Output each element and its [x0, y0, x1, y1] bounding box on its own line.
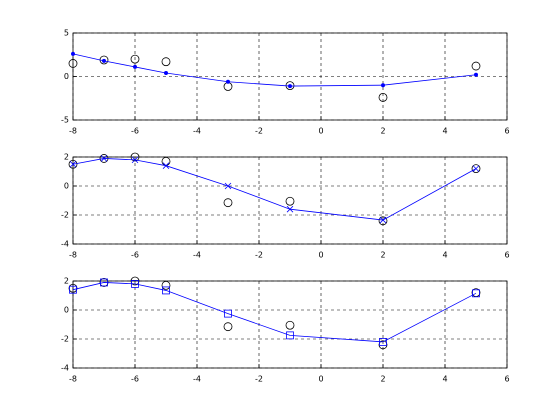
- fit-point: [100, 278, 108, 287]
- x-tick-label: 6: [504, 127, 509, 136]
- fit-point: [162, 286, 170, 295]
- x-tick-label: -8: [69, 127, 77, 136]
- x-tick-label: -2: [255, 127, 263, 136]
- y-tick-label: -4: [61, 364, 69, 373]
- axes-background: [73, 281, 507, 368]
- fit-point: [472, 289, 480, 298]
- fit-point: [162, 162, 170, 169]
- data-point: [471, 164, 481, 174]
- data-point: [378, 340, 388, 350]
- x-tick-label: 4: [442, 251, 447, 260]
- fit-point: [226, 79, 230, 84]
- axes-box: [72, 156, 508, 245]
- fit-point: [381, 83, 385, 88]
- series-line: [72, 158, 477, 221]
- x-tick-label: 0: [318, 251, 323, 260]
- fit-point: [131, 156, 139, 164]
- fit-point: [379, 337, 387, 346]
- fit-point: [224, 309, 232, 318]
- x-tick-label: -4: [193, 375, 201, 384]
- data-point: [130, 276, 140, 286]
- x-tick-label: 2: [380, 127, 385, 136]
- data-point: [223, 322, 233, 332]
- x-tick-label: -4: [193, 251, 201, 260]
- fit-point: [472, 165, 480, 172]
- fit-point: [288, 84, 292, 89]
- data-point: [130, 152, 140, 162]
- axes-background: [73, 157, 507, 244]
- y-tick-label: 0: [64, 182, 69, 191]
- fit-point: [71, 51, 75, 56]
- data-point: [378, 216, 388, 226]
- y-tick-label: -4: [61, 240, 69, 249]
- data-point: [223, 198, 233, 208]
- fit-point: [286, 205, 294, 213]
- data-point: [161, 57, 171, 67]
- x-tick-label: -8: [69, 251, 77, 260]
- fit-point: [100, 155, 108, 162]
- x-tick-label: 4: [442, 127, 447, 136]
- x-tick-label: -8: [69, 375, 77, 384]
- fit-point: [474, 72, 478, 77]
- fit-point: [164, 71, 168, 76]
- y-tick-label: 0: [64, 306, 69, 315]
- fit-point: [69, 285, 77, 294]
- fit-point: [131, 279, 139, 288]
- x-tick-label: -2: [255, 375, 263, 384]
- x-tick-label: 4: [442, 375, 447, 384]
- x-tick-label: -2: [255, 251, 263, 260]
- data-point: [68, 59, 78, 68]
- data-point: [285, 196, 295, 206]
- data-point: [471, 61, 481, 71]
- x-tick-label: 6: [504, 375, 509, 384]
- data-point: [161, 280, 171, 290]
- axes-box: [72, 280, 508, 369]
- x-tick-label: 0: [318, 375, 323, 384]
- data-point: [285, 320, 295, 330]
- y-tick-label: 0: [64, 72, 69, 81]
- data-point: [378, 92, 388, 102]
- x-tick-label: -6: [131, 251, 139, 260]
- y-tick-label: -2: [61, 335, 69, 344]
- x-tick-label: 0: [318, 127, 323, 136]
- y-tick-label: 2: [64, 277, 69, 286]
- data-point: [68, 283, 78, 293]
- x-tick-label: 2: [380, 251, 385, 260]
- x-tick-label: -6: [131, 375, 139, 384]
- fit-point: [379, 216, 387, 224]
- x-tick-label: 6: [504, 251, 509, 260]
- y-tick-label: -5: [61, 116, 69, 125]
- series-line: [72, 53, 477, 87]
- x-tick-label: -6: [131, 127, 139, 136]
- y-tick-label: 2: [64, 153, 69, 162]
- data-point: [68, 159, 78, 169]
- fit-point: [286, 331, 294, 340]
- y-tick-label: 5: [64, 29, 69, 38]
- fit-point: [69, 160, 77, 168]
- fit-point: [224, 182, 232, 190]
- fit-point: [133, 64, 137, 69]
- axes-box: [72, 32, 508, 121]
- x-tick-label: 2: [380, 375, 385, 384]
- x-tick-label: -4: [193, 127, 201, 136]
- y-tick-label: -2: [61, 211, 69, 220]
- series-line: [72, 282, 477, 343]
- fit-point: [102, 58, 106, 63]
- data-point: [130, 54, 140, 64]
